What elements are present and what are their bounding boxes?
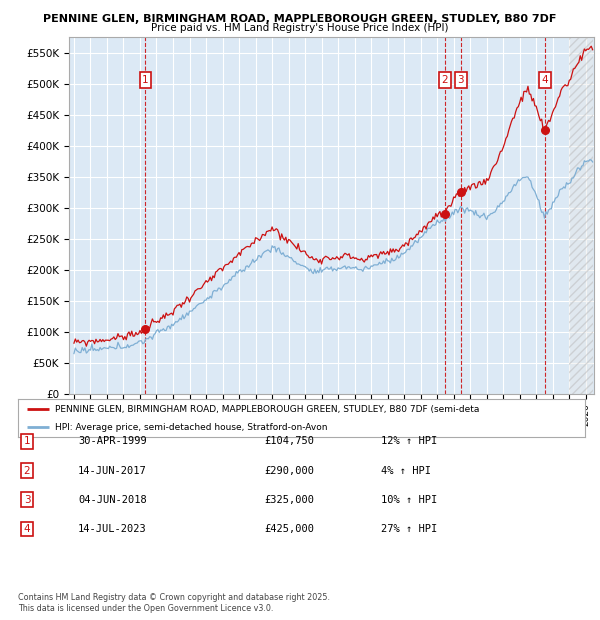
- Text: PENNINE GLEN, BIRMINGHAM ROAD, MAPPLEBOROUGH GREEN, STUDLEY, B80 7DF: PENNINE GLEN, BIRMINGHAM ROAD, MAPPLEBOR…: [43, 14, 557, 24]
- Text: Price paid vs. HM Land Registry's House Price Index (HPI): Price paid vs. HM Land Registry's House …: [151, 23, 449, 33]
- Text: 14-JUL-2023: 14-JUL-2023: [78, 524, 147, 534]
- Text: £425,000: £425,000: [264, 524, 314, 534]
- Text: Contains HM Land Registry data © Crown copyright and database right 2025.
This d: Contains HM Land Registry data © Crown c…: [18, 593, 330, 613]
- Text: PENNINE GLEN, BIRMINGHAM ROAD, MAPPLEBOROUGH GREEN, STUDLEY, B80 7DF (semi-deta: PENNINE GLEN, BIRMINGHAM ROAD, MAPPLEBOR…: [55, 404, 479, 414]
- Text: 12% ↑ HPI: 12% ↑ HPI: [381, 436, 437, 446]
- Text: 1: 1: [142, 75, 149, 85]
- Text: 2: 2: [441, 75, 448, 85]
- Text: £104,750: £104,750: [264, 436, 314, 446]
- Text: 14-JUN-2017: 14-JUN-2017: [78, 466, 147, 476]
- Text: 3: 3: [23, 495, 31, 505]
- Text: 27% ↑ HPI: 27% ↑ HPI: [381, 524, 437, 534]
- Text: 3: 3: [457, 75, 464, 85]
- Text: 4: 4: [23, 524, 31, 534]
- Text: £290,000: £290,000: [264, 466, 314, 476]
- Text: 10% ↑ HPI: 10% ↑ HPI: [381, 495, 437, 505]
- Text: £325,000: £325,000: [264, 495, 314, 505]
- Text: 1: 1: [23, 436, 31, 446]
- Text: 4% ↑ HPI: 4% ↑ HPI: [381, 466, 431, 476]
- Text: HPI: Average price, semi-detached house, Stratford-on-Avon: HPI: Average price, semi-detached house,…: [55, 423, 328, 432]
- Text: 04-JUN-2018: 04-JUN-2018: [78, 495, 147, 505]
- Text: 4: 4: [542, 75, 548, 85]
- Text: 2: 2: [23, 466, 31, 476]
- Text: 30-APR-1999: 30-APR-1999: [78, 436, 147, 446]
